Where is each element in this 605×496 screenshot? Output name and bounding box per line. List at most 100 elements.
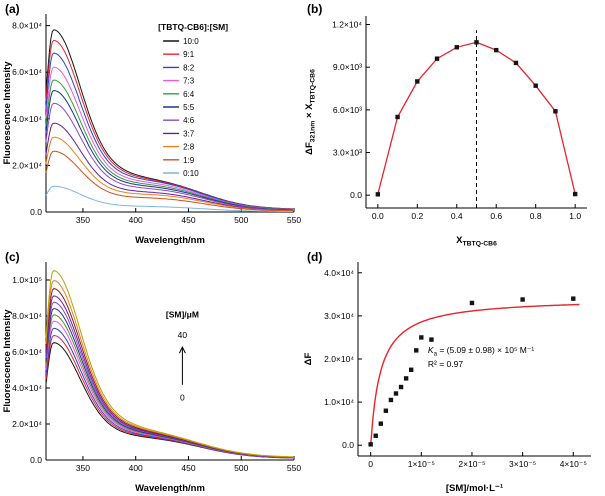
y-axis-title: ΔF [303,352,314,365]
x-tick-label: 1×10⁻⁵ [408,459,435,469]
data-point-marker [393,391,399,396]
x-tick-label: 0.2 [411,211,423,221]
job-plot [375,30,578,208]
panel-d: (d) 0 1×10⁻⁵ 2×10⁻⁵ 3×10⁻⁵ 4×10⁻⁵ 0.0 1.0×10⁴ 2… [302,248,605,496]
data-point-marker [395,114,400,120]
x-tick-label: 3×10⁻⁵ [509,459,536,469]
spectra-series [45,270,293,459]
x-tick-label: 500 [234,463,248,473]
legend-entry-label: 4:6 [183,116,195,125]
x-tick-label: 0.6 [490,211,502,221]
legend-entry-label: 8:2 [183,63,195,72]
y-axis-title: Fluorescence Intensity [2,61,13,165]
panel-d-chart: 0 1×10⁻⁵ 2×10⁻⁵ 3×10⁻⁵ 4×10⁻⁵ 0.0 1.0×10⁴ 2.0×1… [303,262,591,494]
panel-b: (b) 0.0 0.2 0.4 0.6 0.8 1.0 0.0 3.0×10³ 6.0×10³ 9… [302,0,605,248]
titration-annotation: [SM]/μM 40 0 [166,309,199,402]
panel-d-label: (d) [307,250,323,264]
spectrum-line [45,185,293,213]
data-point-marker [419,335,424,340]
x-tick-label: 0.8 [530,211,542,221]
panel-c: (c) 350 400 450 500 550 0.0 2.0×10⁴ 4.0×10⁴ 6.0×… [0,248,302,496]
axes: 350 400 450 500 550 0.0 2.0×10⁴ 4.0×10⁴ 6.0×10⁴ 8… [2,14,301,246]
y-tick-label: 1.2×10⁴ [332,20,362,30]
data-point-marker [454,45,459,50]
x-tick-label: 350 [76,215,90,225]
x-tick-label: 450 [181,215,195,225]
legend-title: [TBTQ-CB6]:[SM] [158,22,228,32]
x-tick-label: 450 [181,463,195,473]
x-tick-label: 500 [234,215,248,225]
x-tick-label: 0.4 [451,211,463,221]
y-tick-label: 1.0×10⁴ [324,397,354,407]
spectrum-line [45,89,293,211]
panel-a-chart: 350 400 450 500 550 0.0 2.0×10⁴ 4.0×10⁴ 6.0×10⁴ 8… [2,14,301,246]
y-tick-label: 0.0 [30,207,42,217]
data-point-marker [373,433,378,438]
legend-entry-label: 6:4 [183,90,195,99]
spectrum-line [45,66,293,210]
y-tick-label: 9.0×10³ [333,62,362,72]
spectrum-line [45,79,293,211]
y-tick-label: 6.0×10³ [333,105,362,115]
binding-fit-curve [370,303,580,446]
spectra-series [45,29,293,213]
x-tick-label: 2×10⁻⁵ [458,459,485,469]
fit-r-squared-annotation: R² = 0.97 [428,359,463,369]
y-tick-label: 2.0×10⁴ [12,419,42,429]
legend-entry-label: 1:9 [183,156,195,165]
legend: [TBTQ-CB6]:[SM] 10:0 9:1 8:2 7:3 6:4 5:5 4:6 3:7… [158,22,228,178]
spectrum-line [45,279,293,458]
fit-constant-annotation: Ka = (5.09 ± 0.98) × 10⁵ M⁻¹ [428,345,534,357]
data-point-marker [429,337,434,342]
y-tick-label: 2.0×10⁴ [12,160,42,170]
data-point-marker [378,421,383,426]
y-tick-label: 3.0×10³ [333,148,362,158]
x-tick-label: 4×10⁻⁵ [560,459,587,469]
legend-entry-label: 10:0 [183,37,199,46]
legend-entry-label: 9:1 [183,50,195,59]
data-point-marker [469,300,475,306]
x-tick-label: 400 [129,215,143,225]
data-point-marker [434,56,440,61]
y-tick-label: 0.0 [350,190,362,200]
spectrum-line [45,150,293,212]
x-tick-label: 1.0 [569,211,581,221]
data-point-marker [494,47,499,53]
x-tick-label: 400 [129,463,143,473]
y-tick-label: 4.0×10⁴ [12,114,42,124]
panel-a-label: (a) [5,2,20,16]
axes: 0 1×10⁻⁵ 2×10⁻⁵ 3×10⁻⁵ 4×10⁻⁵ 0.0 1.0×10⁴ 2.0×1… [303,262,591,494]
y-tick-label: 0.0 [30,455,42,465]
x-axis-title: Wavelength/nm [135,483,205,494]
y-tick-label: 3.0×10⁴ [324,311,354,321]
spectrum-line [45,102,293,211]
data-point-marker [368,442,373,447]
x-tick-label: 350 [76,463,90,473]
panel-a: (a) 350 400 450 500 550 0.0 2.0×10⁴ 4.0×10⁴ 6.0×… [0,0,302,248]
y-tick-label: 4.0×10⁴ [324,268,354,278]
data-point-marker [398,384,404,390]
y-tick-label: 2.0×10⁴ [324,354,354,364]
panel-c-label: (c) [5,250,20,264]
data-point-marker [415,79,420,84]
y-tick-label: 8.0×10⁴ [12,21,42,31]
spectrum-line [45,122,293,211]
y-tick-label: 4.0×10⁴ [12,383,42,393]
data-point-marker [414,348,419,353]
y-axis-title: Fluorescence Intensity [2,309,13,413]
data-point-marker [403,376,409,381]
up-arrow-head-icon [178,346,186,354]
annotation-bottom-value: 0 [180,393,185,403]
y-tick-label: 0.0 [342,440,354,450]
annotation-title: [SM]/μM [166,309,199,319]
data-point-marker [553,109,558,114]
y-axis-title: ΔF321nm × XTBTQ-CB6 [304,69,316,155]
x-tick-label: 0.0 [372,211,384,221]
data-point-marker [571,296,576,301]
y-tick-label: 1.0×10⁵ [12,275,42,285]
data-point-marker [520,297,525,302]
panel-b-chart: 0.0 0.2 0.4 0.6 0.8 1.0 0.0 3.0×10³ 6.0×10³ 9.0×1… [304,16,587,247]
x-axis-title: [SM]/mol·L⁻¹ [446,483,503,494]
annotation-top-value: 40 [178,330,188,340]
